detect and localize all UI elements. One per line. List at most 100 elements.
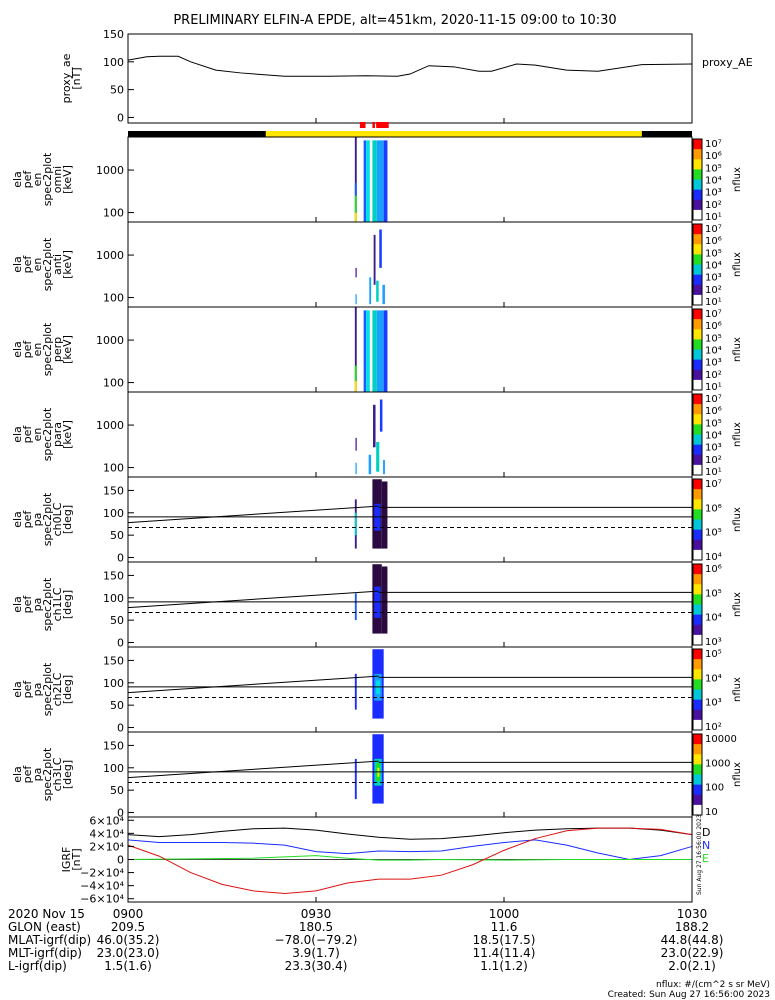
en_para-zlabel-tick: 10³	[705, 443, 722, 454]
en_anti-block	[382, 284, 385, 305]
pa_ch1LC-colorbar-segment	[693, 594, 702, 605]
en_perp-block	[372, 310, 377, 392]
pa_ch2LC-zlabel-tick: 10³	[705, 698, 722, 709]
en_perp-zlabel-tick: 10⁵	[705, 333, 722, 344]
en_para-ylabel-line: spec2plot	[41, 407, 54, 461]
ephem-row-label: MLT-igrf(dip)	[8, 946, 82, 960]
en_para-zlabel-tick: 10⁶	[705, 406, 722, 417]
pa_ch3LC-colorbar-frame	[692, 733, 703, 816]
en_perp-colorbar-frame	[692, 308, 703, 391]
igrf-series-line	[127, 827, 693, 895]
pa_ch0LC-ylabel-line: pa	[31, 513, 44, 527]
pa_ch3LC-zlabel: nflux	[732, 762, 743, 787]
en_omni-zlabel-tick: 10⁶	[705, 151, 722, 162]
pa_ch3LC-colorbar-segment	[693, 804, 702, 816]
pa_ch0LC-ylabel-line: spec2plot	[41, 492, 54, 546]
en_perp-ylabel-line: ela	[11, 341, 24, 358]
en_perp-ylabel-line: [keV]	[61, 335, 74, 364]
en_omni-block	[372, 140, 377, 222]
en_perp-block	[354, 307, 357, 392]
en_para-zlabel: nflux	[732, 422, 743, 447]
pa_ch0LC-zlabel-tick: 10⁶	[705, 503, 722, 514]
en_anti-ytick-label: 100	[103, 292, 124, 305]
pa_ch2LC-zlabel-tick: 10⁵	[705, 649, 722, 660]
pa_ch3LC-colorbar-segment	[693, 754, 702, 765]
pa_ch3LC-colorbar-segment	[693, 774, 702, 786]
proxy_ae-ylabel-line: proxy_ae	[60, 53, 73, 103]
pa_ch0LC-ytick-label: 0	[117, 552, 124, 565]
pa_ch1LC-zlabel-tick: 10³	[705, 637, 722, 648]
en_perp-ytick-label: 1000	[96, 334, 124, 347]
pa_ch3LC-block	[354, 758, 357, 800]
en_omni-colorbar-segment	[693, 189, 702, 201]
en_perp-block	[354, 380, 357, 392]
pa_ch1LC-frame	[127, 561, 693, 648]
figure-title: PRELIMINARY ELFIN-A EPDE, alt=451km, 202…	[173, 13, 616, 28]
status-bar-segment	[641, 131, 692, 137]
pa_ch0LC-ylabel-line: [deg]	[61, 505, 74, 534]
pa_ch3LC-ylabel-line: spec2plot	[41, 747, 54, 801]
en_perp-colorbar-segment	[693, 309, 702, 320]
en_anti-ytick-label: 1000	[96, 249, 124, 262]
en_anti-block	[379, 229, 382, 268]
pa_ch2LC-ylabel-line: ch2LC	[51, 672, 64, 706]
en_perp-zlabel-tick: 10¹	[705, 382, 722, 393]
pa_ch2LC-zlabel-tick: 10²	[705, 722, 722, 733]
pa_ch3LC-ytick-label: 0	[117, 807, 124, 820]
en_para-ytick-label: 1000	[96, 419, 124, 432]
en_omni-block	[354, 137, 357, 222]
ephem-row-label: GLON (east)	[8, 920, 81, 934]
en_para-ytick-label: 100	[103, 462, 124, 475]
en_anti-colorbar-frame	[692, 223, 703, 306]
pa_ch1LC-lc-line	[127, 590, 379, 609]
en_anti-zlabel: nflux	[732, 252, 743, 277]
pa_ch3LC-zlabel-tick: 10000	[705, 734, 737, 745]
pa_ch1LC-ylabel-line: [deg]	[61, 590, 74, 619]
ephem-row-value: 209.5	[111, 920, 145, 934]
en_para-colorbar-segment	[693, 464, 702, 476]
en_perp-colorbar-segment	[693, 379, 702, 391]
pa_ch2LC-colorbar-segment	[693, 679, 702, 690]
en_perp-zlabel-tick: 10²	[705, 370, 722, 381]
en_para-block	[373, 404, 376, 448]
pa_ch3LC-colorbar-segment	[693, 784, 702, 796]
en_anti-zlabel-tick: 10²	[705, 285, 722, 296]
en_omni-block	[366, 140, 370, 222]
pa_ch3LC-colorbar-segment	[693, 744, 702, 755]
pa_ch2LC-ytick-label: 150	[103, 654, 124, 667]
igrf-ytick-label: −2×10⁴	[80, 867, 124, 880]
pa_ch3LC-ylabel-line: pa	[31, 768, 44, 782]
en_omni-ylabel-line: en	[31, 173, 44, 187]
en_perp-colorbar-segment	[693, 329, 702, 340]
en_omni-ylabel-line: spec2plot	[41, 152, 54, 206]
en_omni-colorbar-segment	[693, 179, 702, 191]
pa_ch0LC-zlabel-tick: 10⁷	[705, 479, 722, 490]
pa_ch1LC-zlabel-tick: 10⁴	[705, 613, 722, 624]
en_anti-zlabel-tick: 10⁴	[705, 261, 722, 272]
en_omni-ylabel-line: ela	[11, 171, 24, 188]
en_anti-ylabel-line: en	[31, 258, 44, 272]
en_para-ylabel-line: para	[51, 422, 64, 447]
ephem-row-value: 23.0(22.9)	[661, 946, 724, 960]
pa_ch2LC-ytick-label: 100	[103, 677, 124, 690]
en_perp-zlabel-tick: 10⁷	[705, 309, 722, 320]
ephem-row-value: 3.9(1.7)	[292, 946, 340, 960]
en_anti-block	[373, 234, 376, 285]
en_para-ylabel-line: pef	[21, 425, 34, 444]
en_anti-ylabel-line: pef	[21, 255, 34, 274]
pa_ch2LC-ylabel-line: pa	[31, 683, 44, 697]
en_perp-block	[383, 310, 388, 392]
pa_ch1LC-colorbar-segment	[693, 584, 702, 595]
ephem-row-value: 23.3(30.4)	[285, 959, 348, 973]
ephem-row-value: 11.4(11.4)	[473, 946, 536, 960]
en_omni-block	[354, 182, 357, 196]
en_para-colorbar-frame	[692, 393, 703, 476]
en_anti-block	[376, 280, 379, 302]
en_perp-colorbar-segment	[693, 339, 702, 350]
pa_ch1LC-zlabel: nflux	[732, 592, 743, 617]
pa_ch2LC-colorbar-segment	[693, 699, 702, 711]
en_anti-zlabel-tick: 10¹	[705, 297, 722, 308]
igrf-ylabel-line: [nT]	[70, 848, 83, 870]
igrf-ytick-label: 0	[117, 854, 124, 867]
pa_ch0LC-zlabel-tick: 10⁴	[705, 552, 722, 563]
